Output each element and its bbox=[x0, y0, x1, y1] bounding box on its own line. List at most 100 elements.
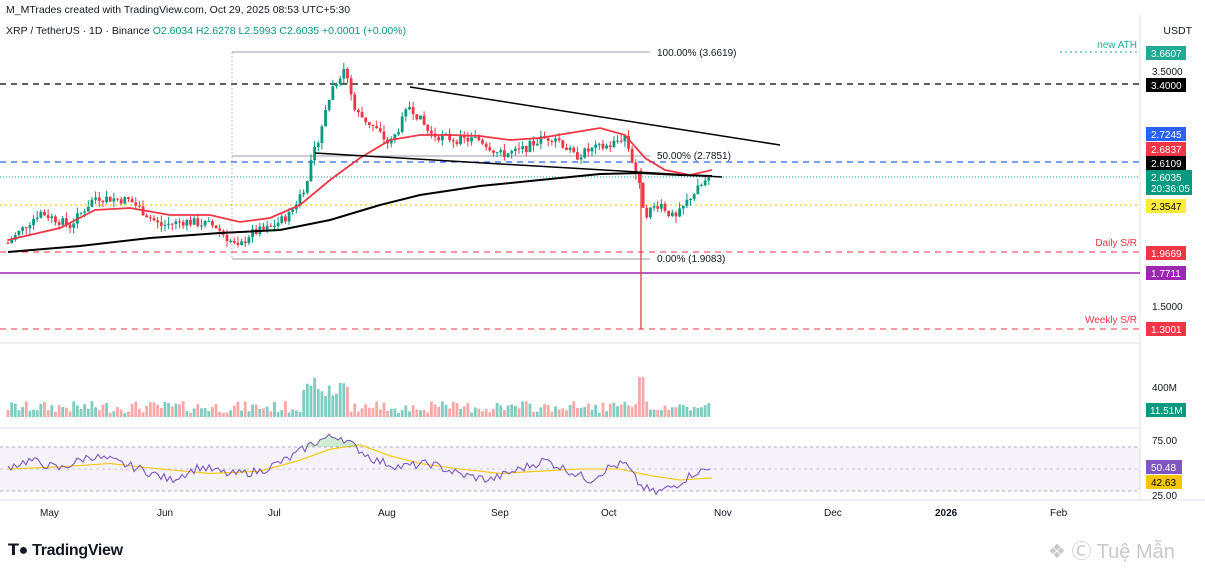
candle-body bbox=[163, 224, 167, 226]
volume-bar bbox=[400, 410, 404, 417]
rsi-ma-value-label: 42.63 bbox=[1146, 475, 1182, 489]
volume-bar bbox=[605, 411, 608, 417]
volume-bar bbox=[152, 402, 156, 417]
volume-bar bbox=[437, 406, 441, 417]
candle-body bbox=[466, 137, 470, 142]
candle-body bbox=[499, 150, 503, 153]
volume-bar bbox=[327, 385, 331, 417]
candle-body bbox=[371, 124, 375, 126]
volume-bar bbox=[35, 410, 39, 417]
watermark-text: Tuệ Mẫn bbox=[1096, 541, 1175, 563]
volume-bar bbox=[287, 412, 291, 417]
candle-body bbox=[623, 135, 627, 142]
volume-bar bbox=[280, 410, 284, 417]
candle-body bbox=[130, 199, 134, 203]
volume-bar bbox=[181, 401, 185, 417]
candle-body bbox=[367, 122, 371, 125]
price-label-yellow: 2.3547 bbox=[1146, 199, 1186, 213]
trendline-lower[interactable] bbox=[314, 152, 723, 178]
volume-tick: 400M bbox=[1152, 383, 1177, 394]
volume-bar bbox=[284, 401, 287, 417]
volume-bar bbox=[619, 404, 623, 417]
candle-body bbox=[302, 192, 306, 195]
fib-label-100: 100.00% (3.6619) bbox=[657, 48, 737, 59]
volume-bar bbox=[273, 401, 276, 417]
candle-body bbox=[360, 112, 364, 118]
candle-body bbox=[265, 225, 269, 230]
candle-body bbox=[185, 219, 189, 226]
candle-body bbox=[397, 131, 400, 135]
volume-bar bbox=[232, 405, 236, 417]
volume-bar bbox=[75, 405, 79, 417]
ema-200-line[interactable] bbox=[7, 171, 713, 253]
candle-body bbox=[389, 140, 393, 144]
rsi-value-label: 50.48 bbox=[1146, 460, 1182, 474]
candle-body bbox=[645, 207, 649, 218]
candle-body bbox=[327, 99, 331, 111]
candle-body bbox=[225, 234, 229, 242]
volume-bar bbox=[524, 401, 528, 417]
candle-body bbox=[320, 126, 324, 144]
volume-bar bbox=[404, 405, 408, 417]
volume-bar bbox=[641, 377, 645, 417]
volume-bar bbox=[254, 404, 258, 417]
tradingview-logo[interactable]: 𝗧● TradingView bbox=[8, 540, 123, 560]
volume-bar bbox=[389, 408, 393, 417]
trendline-upper[interactable] bbox=[409, 86, 781, 146]
candle-body bbox=[54, 216, 57, 223]
volume-bar bbox=[630, 407, 634, 417]
svg-text:3.6607: 3.6607 bbox=[1151, 49, 1182, 60]
candle-body bbox=[357, 109, 360, 113]
price-label-3-4: 3.4000 bbox=[1146, 78, 1186, 92]
volume-bar bbox=[83, 404, 87, 417]
volume-bar bbox=[10, 402, 14, 417]
candle-body bbox=[276, 222, 280, 227]
volume-bar bbox=[415, 409, 419, 417]
candle-body bbox=[203, 221, 207, 226]
volume-bar bbox=[349, 411, 353, 417]
candle-body bbox=[678, 208, 681, 217]
rsi-ma-line[interactable] bbox=[7, 444, 713, 481]
candle-body bbox=[331, 86, 335, 100]
volume-bar bbox=[397, 412, 400, 417]
volume-label: 11.51M bbox=[1146, 403, 1186, 417]
volume-bar bbox=[382, 402, 386, 417]
candle-body bbox=[90, 199, 94, 207]
volume-bar bbox=[243, 401, 247, 417]
volume-bar bbox=[481, 411, 484, 417]
candle-body bbox=[426, 124, 430, 131]
symbol-info-bar[interactable]: XRP / TetherUS · 1D · Binance O2.6034 H2… bbox=[6, 25, 406, 37]
candle-body bbox=[415, 114, 419, 120]
volume-bar bbox=[24, 401, 28, 417]
candle-body bbox=[298, 194, 302, 205]
volume-bar bbox=[6, 410, 10, 417]
candle-body bbox=[43, 211, 46, 216]
ema-50-line[interactable] bbox=[7, 127, 713, 241]
candle-body bbox=[572, 147, 576, 153]
candle-body bbox=[10, 239, 14, 243]
volume-bar bbox=[477, 408, 481, 417]
volume-bar bbox=[207, 411, 211, 417]
candle-body bbox=[393, 134, 397, 141]
volume-bar bbox=[21, 407, 24, 417]
candle-body bbox=[236, 242, 240, 246]
volume-bar bbox=[57, 405, 61, 417]
volume-bar bbox=[543, 404, 546, 417]
candle-body bbox=[170, 223, 174, 225]
volume-bar bbox=[221, 412, 225, 417]
candle-body bbox=[207, 221, 211, 223]
candle-body bbox=[156, 220, 160, 223]
symbol-name[interactable]: XRP / TetherUS · 1D · Binance bbox=[6, 25, 150, 37]
volume-bar bbox=[495, 402, 499, 417]
volume-bar bbox=[309, 385, 313, 417]
currency-label[interactable]: USDT bbox=[1163, 25, 1192, 37]
volume-bar bbox=[170, 406, 174, 417]
candle-body bbox=[605, 145, 608, 149]
svg-text:11.51M: 11.51M bbox=[1150, 406, 1183, 417]
rsi-line[interactable] bbox=[7, 433, 711, 496]
tv-logo-icon: 𝗧● bbox=[8, 542, 28, 559]
candle-body bbox=[127, 197, 130, 200]
candle-body bbox=[670, 212, 674, 216]
time-axis[interactable]: May Jun Jul Aug Sep Oct Nov Dec 2026 Feb bbox=[40, 508, 1068, 519]
